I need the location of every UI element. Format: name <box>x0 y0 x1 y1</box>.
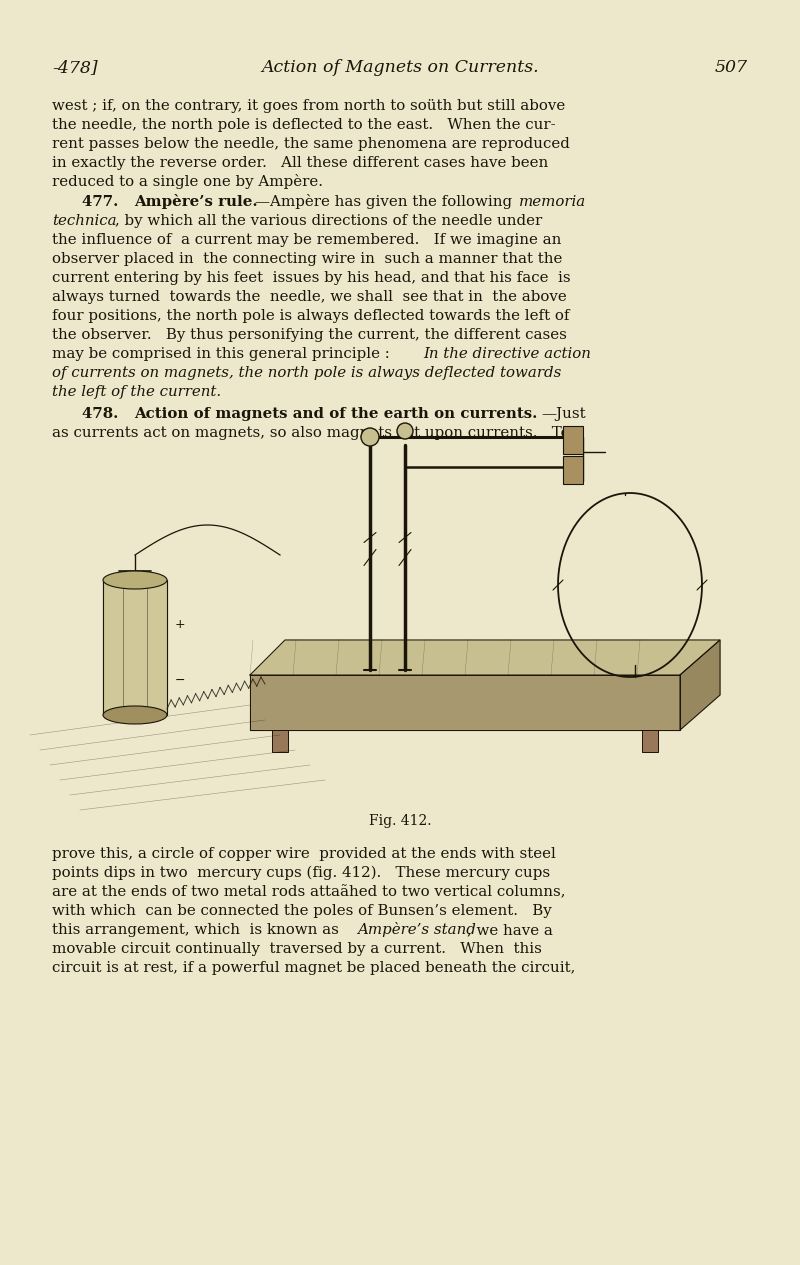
Text: circuit is at rest, if a powerful magnet be placed beneath the circuit,: circuit is at rest, if a powerful magnet… <box>52 961 575 975</box>
Text: rent passes below the needle, the same phenomena are reproduced: rent passes below the needle, the same p… <box>52 137 570 151</box>
Text: technica: technica <box>52 214 117 228</box>
FancyBboxPatch shape <box>563 426 583 454</box>
Text: 477.: 477. <box>82 195 129 209</box>
Text: as currents act on magnets, so also magnets act upon currents.   To: as currents act on magnets, so also magn… <box>52 426 570 440</box>
FancyBboxPatch shape <box>50 405 750 815</box>
FancyBboxPatch shape <box>272 730 288 751</box>
Text: of currents on magnets, the north pole is always deflected towards: of currents on magnets, the north pole i… <box>52 366 562 380</box>
Text: points dips in two  mercury cups (fig. 412).   These mercury cups: points dips in two mercury cups (fig. 41… <box>52 865 550 880</box>
Text: +: + <box>175 619 186 631</box>
Text: are at the ends of two metal rods attaãhed to two vertical columns,: are at the ends of two metal rods attaãh… <box>52 886 566 899</box>
Ellipse shape <box>103 571 167 589</box>
Text: may be comprised in this general principle :: may be comprised in this general princip… <box>52 347 394 361</box>
Text: -478]: -478] <box>52 59 98 76</box>
Text: , by which all the various directions of the needle under: , by which all the various directions of… <box>114 214 542 228</box>
Text: west ; if, on the contrary, it goes from north to soüth but still above: west ; if, on the contrary, it goes from… <box>52 99 566 113</box>
Circle shape <box>361 428 379 447</box>
Text: 507: 507 <box>715 59 748 76</box>
Text: the influence of  a current may be remembered.   If we imagine an: the influence of a current may be rememb… <box>52 233 562 247</box>
Text: memoria: memoria <box>519 195 586 209</box>
Text: Action of Magnets on Currents.: Action of Magnets on Currents. <box>261 59 539 76</box>
FancyBboxPatch shape <box>642 730 658 751</box>
Text: the observer.   By thus personifying the current, the different cases: the observer. By thus personifying the c… <box>52 328 567 342</box>
Text: Ampère’s stand: Ampère’s stand <box>358 922 476 937</box>
Polygon shape <box>250 640 720 676</box>
Text: observer placed in  the connecting wire in  such a manner that the: observer placed in the connecting wire i… <box>52 252 562 266</box>
Text: the needle, the north pole is deflected to the east.   When the cur-: the needle, the north pole is deflected … <box>52 118 556 132</box>
Text: 478.: 478. <box>82 407 129 421</box>
Text: , we have a: , we have a <box>467 923 553 937</box>
Text: Action of magnets and of the earth on currents.: Action of magnets and of the earth on cu… <box>134 407 538 421</box>
Text: the left of the current.: the left of the current. <box>52 385 221 398</box>
Text: —Ampère has given the following: —Ampère has given the following <box>255 194 517 209</box>
Ellipse shape <box>103 706 167 724</box>
Polygon shape <box>250 676 680 730</box>
Text: Fig. 412.: Fig. 412. <box>369 813 431 829</box>
Circle shape <box>397 423 413 439</box>
Text: four positions, the north pole is always deflected towards the left of: four positions, the north pole is always… <box>52 309 570 323</box>
Polygon shape <box>103 579 167 715</box>
Text: In the directive action: In the directive action <box>423 347 591 361</box>
FancyBboxPatch shape <box>563 455 583 483</box>
Text: prove this, a circle of copper wire  provided at the ends with steel: prove this, a circle of copper wire prov… <box>52 848 556 861</box>
Polygon shape <box>680 640 720 730</box>
Text: reduced to a single one by Ampère.: reduced to a single one by Ampère. <box>52 175 323 188</box>
Text: in exactly the reverse order.   All these different cases have been: in exactly the reverse order. All these … <box>52 156 548 170</box>
Text: with which  can be connected the poles of Bunsen’s element.   By: with which can be connected the poles of… <box>52 904 552 918</box>
Text: −: − <box>175 673 186 687</box>
Text: Ampère’s rule.: Ampère’s rule. <box>134 194 258 209</box>
Text: —Just: —Just <box>541 407 586 421</box>
Text: movable circuit continually  traversed by a current.   When  this: movable circuit continually traversed by… <box>52 942 542 956</box>
Text: current entering by his feet  issues by his head, and that his face  is: current entering by his feet issues by h… <box>52 271 570 285</box>
Text: this arrangement, which  is known as: this arrangement, which is known as <box>52 923 344 937</box>
Text: always turned  towards the  needle, we shall  see that in  the above: always turned towards the needle, we sha… <box>52 290 566 304</box>
